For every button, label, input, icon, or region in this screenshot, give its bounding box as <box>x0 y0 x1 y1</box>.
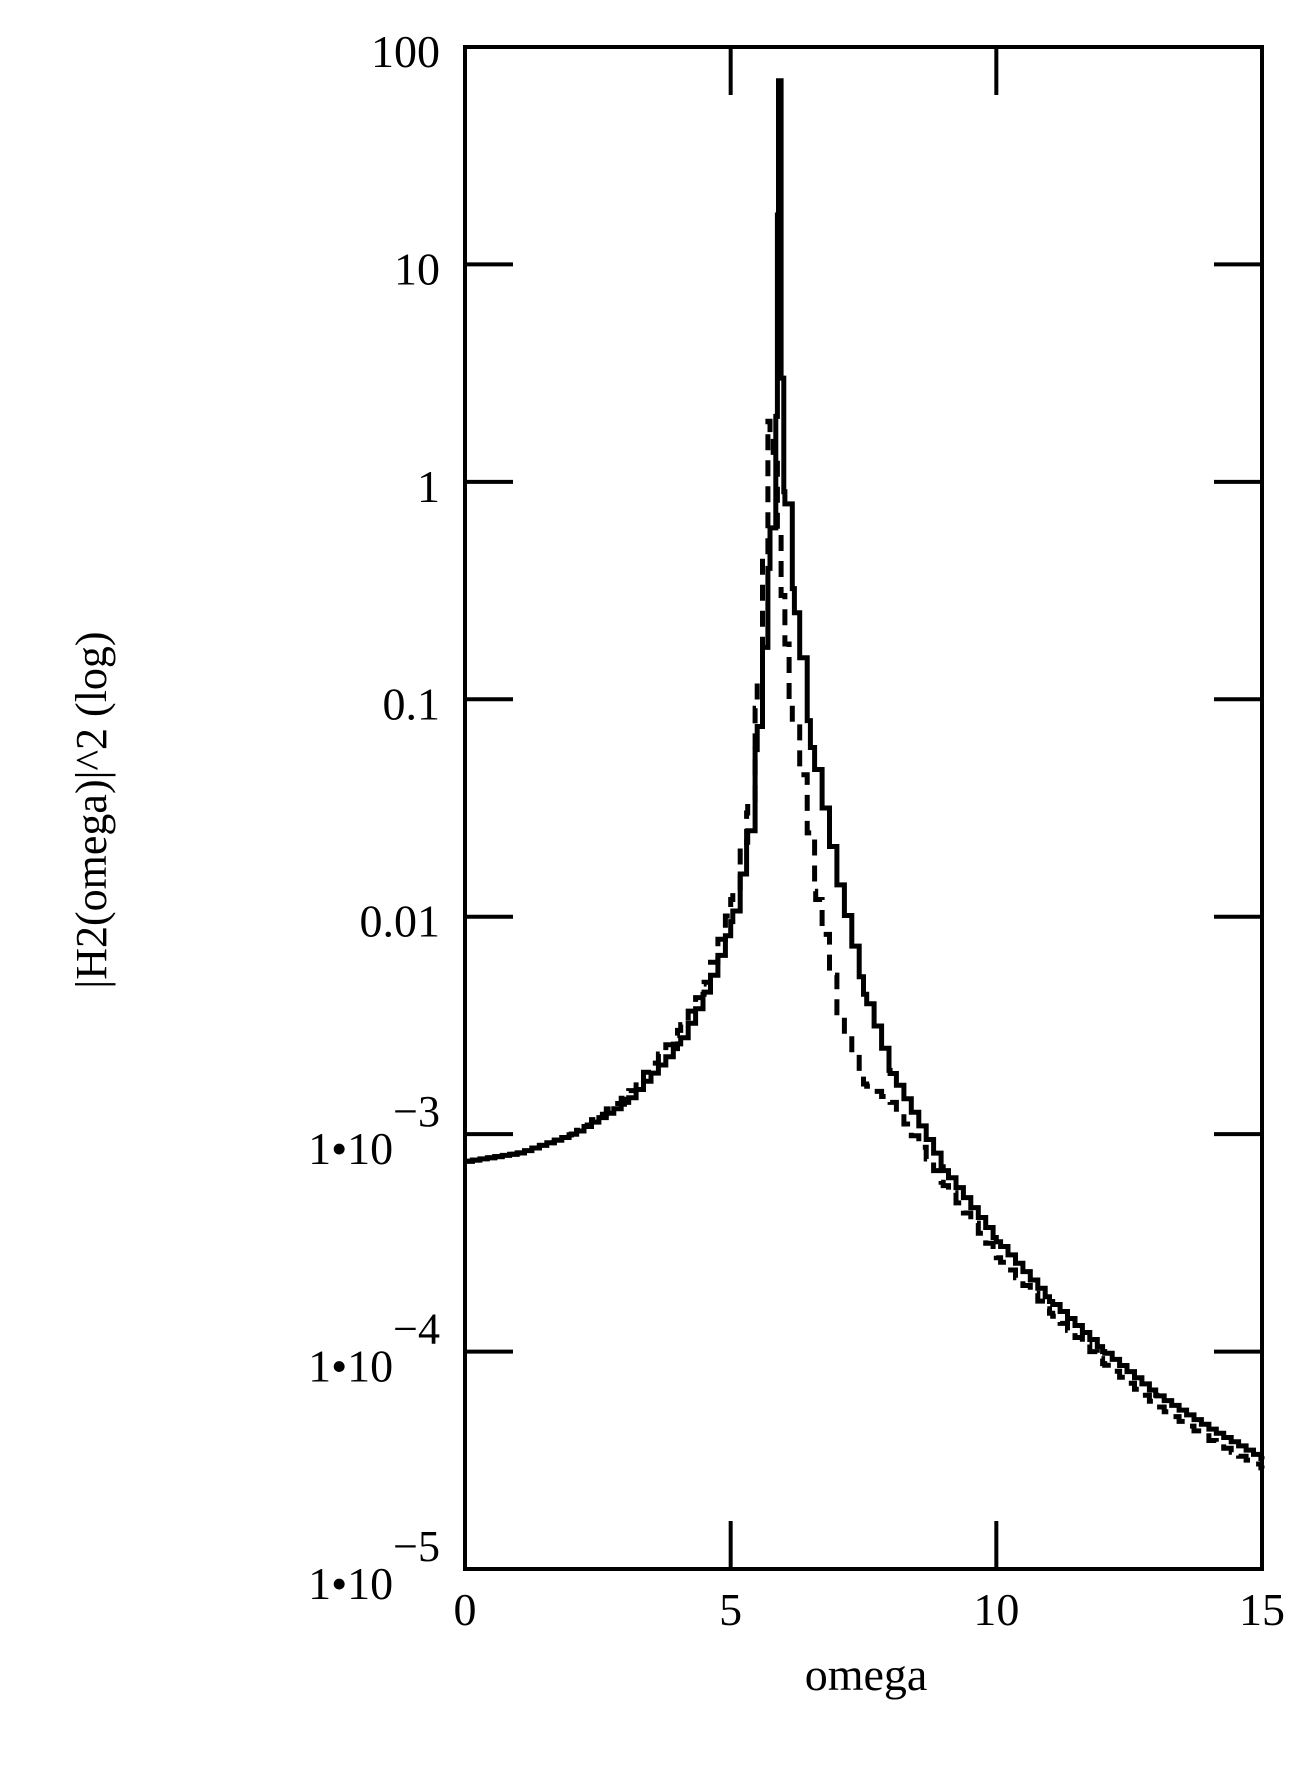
y-tick-label: 0.01 <box>360 896 441 947</box>
y-tick-label: 1•10−5 <box>308 1522 440 1609</box>
x-tick-labels: 0 5 10 15 <box>454 1584 1286 1635</box>
y-tick-label: 1 <box>417 461 440 512</box>
y-tick-label: 100 <box>371 26 440 77</box>
plot-frame <box>463 45 1264 1571</box>
series-dashed-line <box>465 418 1265 1471</box>
y-axis-label: |H2(omega)|^2 (log) <box>67 631 116 988</box>
y-tick-label: 10 <box>394 243 440 294</box>
y-tick-label: 0.1 <box>383 678 441 729</box>
series-group <box>465 78 1265 1471</box>
x-tick-label: 0 <box>454 1584 477 1635</box>
x-axis-label: omega <box>805 1649 928 1700</box>
series-solid-line <box>465 78 1265 1462</box>
y-tick-label: 1•10−3 <box>308 1087 440 1174</box>
x-tick-label: 10 <box>973 1584 1019 1635</box>
y-tick-labels: 100 10 1 0.1 0.01 1•10−3 1•10−4 1•10−5 <box>308 26 440 1609</box>
y-tick-label: 1•10−4 <box>308 1305 440 1392</box>
x-tick-label: 5 <box>719 1584 742 1635</box>
x-tick-label: 15 <box>1239 1584 1285 1635</box>
